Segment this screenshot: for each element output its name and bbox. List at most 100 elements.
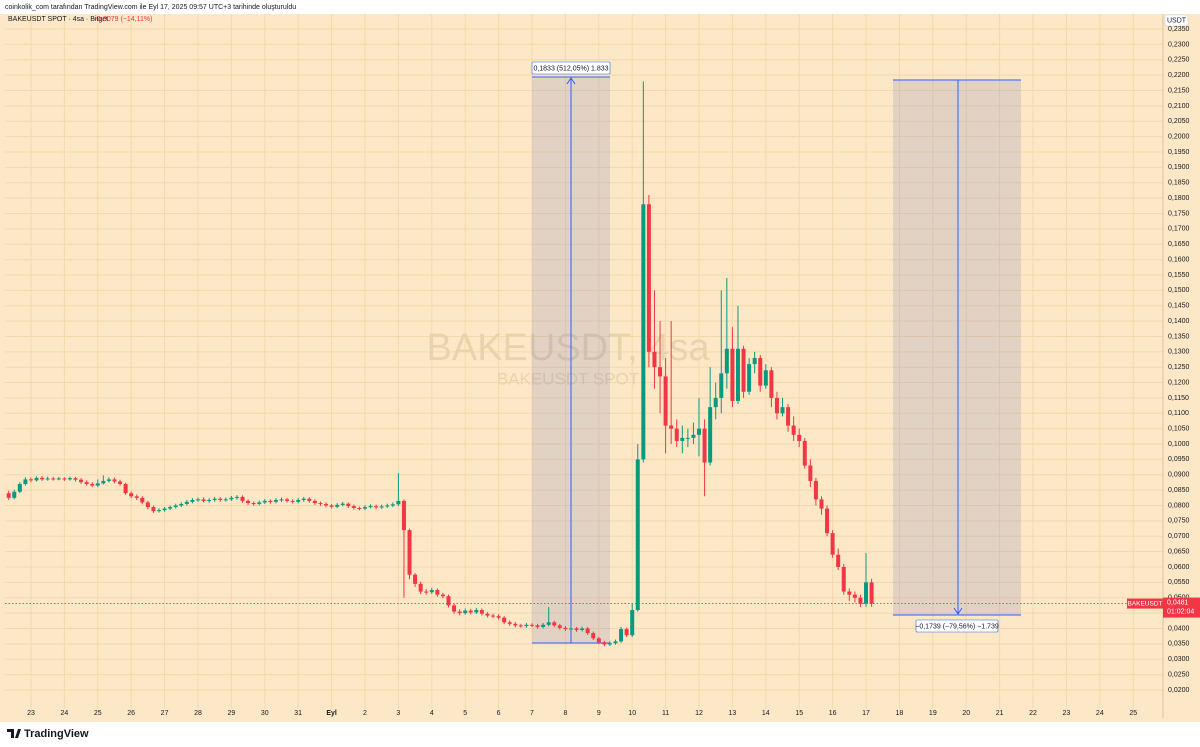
candle-body — [474, 610, 479, 613]
candle-body — [246, 500, 251, 504]
candle-body — [351, 506, 356, 508]
candle-body — [73, 478, 78, 480]
candle-body — [719, 373, 724, 398]
candle-body — [641, 204, 646, 460]
candle-body — [145, 502, 150, 508]
candle-body — [841, 566, 846, 592]
y-tick-label: 0,0650 — [1168, 548, 1190, 555]
candle-body — [858, 597, 863, 604]
candle-body — [763, 370, 768, 386]
y-tick-label: 0,1100 — [1168, 410, 1189, 417]
y-tick-label: 0,1050 — [1168, 426, 1190, 433]
x-tick-label: 8 — [563, 710, 567, 717]
candle-body — [658, 367, 663, 377]
y-tick-label: 0,2250 — [1168, 57, 1190, 64]
candle-body — [724, 348, 729, 374]
candle-body — [195, 499, 200, 501]
candle-body — [529, 624, 534, 626]
y-tick-label: 0,0900 — [1168, 472, 1190, 479]
candle-body — [786, 407, 791, 426]
candle-body — [596, 638, 601, 643]
x-tick-label: 16 — [829, 710, 837, 717]
candle-body — [23, 479, 28, 484]
candle-body — [869, 582, 874, 604]
candle-body — [730, 348, 735, 402]
candle-body — [741, 348, 746, 392]
measure-label-box — [915, 619, 999, 633]
candle-body — [496, 616, 501, 618]
x-tick-label: 17 — [862, 710, 870, 717]
x-tick-label: 31 — [294, 710, 302, 717]
x-tick-label: 26 — [127, 710, 135, 717]
y-tick-label: 0,0700 — [1168, 533, 1190, 540]
y-tick-label: 0,0950 — [1168, 456, 1190, 463]
y-tick-label: 0,1850 — [1168, 180, 1190, 187]
y-tick-label: 0,1950 — [1168, 149, 1190, 156]
candle-body — [674, 428, 679, 441]
y-tick-label: 0,0850 — [1168, 487, 1190, 494]
y-tick-label: 0,1800 — [1168, 195, 1190, 202]
candle-body — [335, 504, 340, 507]
y-tick-label: 0,1000 — [1168, 441, 1190, 448]
x-tick-label: Eyl — [326, 710, 337, 717]
candle-body — [747, 364, 752, 392]
candle-body — [580, 628, 585, 631]
y-tick-label: 0,0800 — [1168, 502, 1190, 509]
candle-body — [568, 628, 573, 630]
y-tick-label: 0,1250 — [1168, 364, 1190, 371]
candle-body — [463, 610, 468, 614]
candle-body — [513, 623, 518, 626]
candle-body — [808, 465, 813, 481]
candle-body — [646, 204, 651, 352]
currency-box — [1164, 14, 1189, 27]
candle-body — [257, 502, 262, 504]
candle-body — [95, 483, 100, 486]
candle-body — [635, 459, 640, 611]
candle-body — [379, 506, 384, 508]
candle-body — [541, 624, 546, 627]
candle-body — [691, 434, 696, 438]
candle-body — [457, 611, 462, 614]
candle-body — [312, 500, 317, 504]
y-tick-label: 0,1400 — [1168, 318, 1190, 325]
x-tick-label: 13 — [729, 710, 737, 717]
x-tick-label: 19 — [929, 710, 937, 717]
x-tick-label: 5 — [463, 710, 467, 717]
candle-body — [518, 625, 523, 627]
brand: TradingView — [24, 728, 89, 740]
candle-body — [819, 499, 824, 509]
candle-body — [440, 594, 445, 597]
candle-body — [813, 480, 818, 500]
candle-body — [157, 510, 162, 512]
candle-body — [502, 617, 507, 623]
x-tick-label: 15 — [795, 710, 803, 717]
x-tick-label: 6 — [497, 710, 501, 717]
candle-body — [112, 479, 117, 482]
candle-body — [479, 610, 484, 614]
x-tick-label: 14 — [762, 710, 770, 717]
arrow-head — [953, 607, 963, 615]
candle-body — [12, 491, 17, 498]
candle-body — [413, 574, 418, 584]
candle-body — [429, 590, 434, 593]
x-tick-label: 7 — [530, 710, 534, 717]
candle-body — [296, 499, 301, 502]
price-change: −0,0079 (−14,11%) — [93, 16, 152, 23]
x-tick-label: 11 — [662, 710, 669, 717]
measure-label: 0,1833 (512,05%) 1.833 — [533, 65, 608, 72]
candle-body — [418, 583, 423, 592]
candle-body — [424, 591, 429, 593]
candle-body — [847, 591, 852, 595]
candle-body — [56, 478, 61, 480]
price-tag-label: 0,0481 — [1167, 599, 1189, 606]
brand-logo — [7, 729, 21, 738]
candle-body — [290, 500, 295, 502]
candle-body — [151, 507, 156, 512]
candle-body — [507, 622, 512, 624]
measure-label-box — [531, 61, 611, 75]
candle-body — [446, 596, 451, 606]
candle-body — [485, 613, 490, 616]
candle-body — [836, 554, 841, 567]
